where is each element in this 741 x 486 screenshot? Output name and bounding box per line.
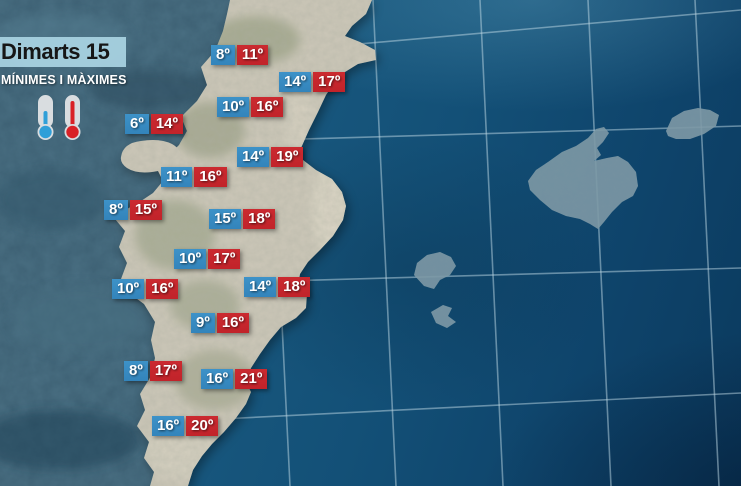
min-temp: 14º xyxy=(279,72,312,92)
thermometer-legend xyxy=(37,95,81,140)
max-temp: 11º xyxy=(236,45,269,65)
max-temp: 17º xyxy=(149,361,182,381)
max-temp: 17º xyxy=(313,72,346,92)
temp-pair: 10º 16º xyxy=(217,97,284,117)
temp-pair: 14º 19º xyxy=(237,147,304,167)
red-thermometer-icon xyxy=(64,95,81,140)
temp-pair: 10º 16º xyxy=(112,279,179,299)
temp-pair: 6º 14º xyxy=(125,114,183,134)
min-temp: 10º xyxy=(174,249,207,269)
min-temp: 16º xyxy=(152,416,185,436)
min-temp: 8º xyxy=(211,45,235,65)
balearic-islands xyxy=(414,108,719,328)
max-temp: 18º xyxy=(243,209,276,229)
max-temp: 21º xyxy=(235,369,268,389)
temp-pair: 15º 18º xyxy=(209,209,276,229)
temp-pair: 14º 17º xyxy=(279,72,346,92)
temp-pair: 14º 18º xyxy=(244,277,311,297)
max-temp: 16º xyxy=(251,97,284,117)
max-temp: 14º xyxy=(150,114,183,134)
legend-subtitle: MÍNIMES I MÀXIMES xyxy=(1,73,127,87)
temp-pair: 9º 16º xyxy=(191,313,249,333)
temp-pair: 16º 20º xyxy=(152,416,219,436)
temp-pair: 8º 17º xyxy=(124,361,182,381)
blue-thermometer-icon xyxy=(37,95,54,140)
temp-pair: 10º 17º xyxy=(174,249,241,269)
min-temp: 6º xyxy=(125,114,149,134)
max-temp: 19º xyxy=(271,147,304,167)
min-temp: 14º xyxy=(244,277,277,297)
min-temp: 15º xyxy=(209,209,242,229)
temp-pair: 8º 15º xyxy=(104,200,162,220)
min-temp: 11º xyxy=(161,167,193,187)
date-banner: Dimarts 15 xyxy=(0,37,126,67)
min-temp: 10º xyxy=(217,97,250,117)
temp-pair: 16º 21º xyxy=(201,369,268,389)
max-temp: 17º xyxy=(208,249,241,269)
max-temp: 20º xyxy=(186,416,219,436)
max-temp: 16º xyxy=(216,313,249,333)
date-title: Dimarts 15 xyxy=(1,39,110,64)
min-temp: 16º xyxy=(201,369,234,389)
max-temp: 16º xyxy=(146,279,179,299)
max-temp: 15º xyxy=(129,200,162,220)
max-temp: 16º xyxy=(194,167,227,187)
temp-pair: 8º 11º xyxy=(211,45,269,65)
min-temp: 8º xyxy=(104,200,128,220)
max-temp: 18º xyxy=(278,277,311,297)
min-temp: 14º xyxy=(237,147,270,167)
min-temp: 10º xyxy=(112,279,145,299)
temp-pair: 11º 16º xyxy=(161,167,227,187)
min-temp: 9º xyxy=(191,313,215,333)
min-temp: 8º xyxy=(124,361,148,381)
